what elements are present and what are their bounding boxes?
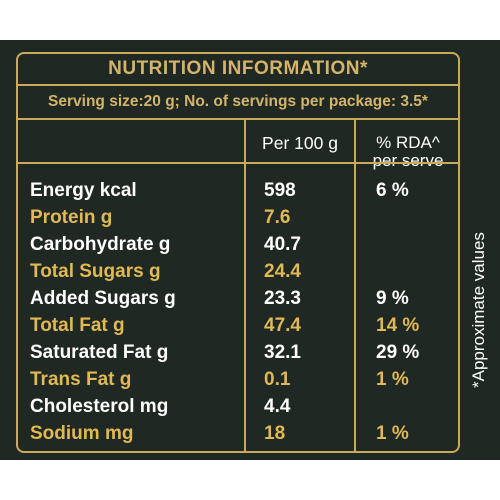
nutrient-row: Trans Fat g 0.1 1 %	[18, 367, 458, 394]
nutrient-name: Total Fat g	[30, 315, 125, 336]
nutrient-rda: 1 %	[376, 423, 409, 444]
header-divider	[18, 162, 458, 164]
nutrient-row: Total Fat g 47.4 14 %	[18, 313, 458, 340]
nutrient-value: 40.7	[264, 234, 301, 255]
nutrient-row: Energy kcal 598 6 %	[18, 178, 458, 205]
nutrient-name: Added Sugars g	[30, 288, 176, 309]
header-rda-line2: per serve	[372, 151, 444, 170]
nutrient-row: Cholesterol mg 4.4	[18, 394, 458, 421]
nutrient-row: Protein g 7.6	[18, 205, 458, 232]
header-per-100g-label: Per 100 g	[262, 133, 338, 153]
nutrient-rows: Energy kcal 598 6 % Protein g 7.6 Carbohydrat…	[18, 178, 458, 448]
nutrient-value: 4.4	[264, 396, 291, 417]
serving-info: Serving size:20 g; No. of servings per p…	[18, 86, 458, 120]
nutrient-name: Carbohydrate g	[30, 234, 171, 255]
nutrition-label: NUTRITION INFORMATION* Serving size:20 g…	[16, 52, 460, 453]
label-panel	[0, 40, 500, 460]
nutrient-row: Saturated Fat g 32.1 29 %	[18, 340, 458, 367]
nutrient-rda: 14 %	[376, 315, 420, 336]
nutrient-name: Trans Fat g	[30, 369, 132, 390]
header-per-100g: Per 100 g	[246, 120, 354, 242]
nutrient-value: 32.1	[264, 342, 301, 363]
nutrient-rda: 1 %	[376, 369, 409, 390]
nutrient-row: Total Sugars g 24.4	[18, 259, 458, 286]
nutrient-rda: 9 %	[376, 288, 409, 309]
approximate-values-note: *Approximate values	[469, 232, 488, 388]
nutrient-row: Sodium mg 18 1 %	[18, 421, 458, 448]
nutrient-value: 47.4	[264, 315, 301, 336]
header-rda: % RDA^ per serve	[356, 120, 458, 242]
nutrient-value: 23.3	[264, 288, 301, 309]
nutrient-row: Added Sugars g 23.3 9 %	[18, 286, 458, 313]
nutrient-rda: 29 %	[376, 342, 420, 363]
nutrient-name: Energy kcal	[30, 180, 137, 201]
nutrient-value: 24.4	[264, 261, 301, 282]
column-divider-1	[244, 120, 246, 451]
nutrient-row: Carbohydrate g 40.7	[18, 232, 458, 259]
nutrient-name: Protein g	[30, 207, 113, 228]
nutrient-name: Cholesterol mg	[30, 396, 169, 417]
nutrient-value: 0.1	[264, 369, 291, 390]
nutrient-value: 18	[264, 423, 286, 444]
nutrient-name: Total Sugars g	[30, 261, 161, 282]
column-divider-2	[354, 120, 356, 451]
nutrient-rda: 6 %	[376, 180, 409, 201]
nutrient-value: 7.6	[264, 207, 291, 228]
header-rda-line1: % RDA^	[376, 133, 440, 152]
nutrient-name: Sodium mg	[30, 423, 134, 444]
label-title: NUTRITION INFORMATION*	[18, 54, 458, 86]
nutrient-name: Saturated Fat g	[30, 342, 169, 363]
nutrient-value: 598	[264, 180, 296, 201]
